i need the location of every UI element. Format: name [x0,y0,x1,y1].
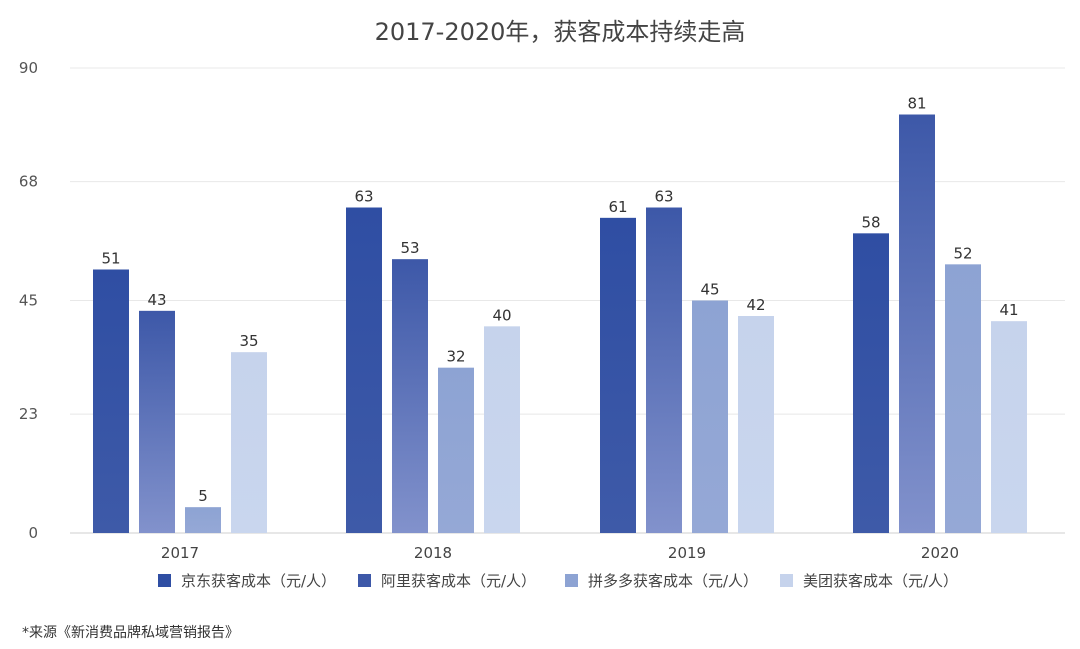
legend-item: 美团获客成本（元/人） [780,572,958,590]
x-tick-label: 2020 [921,544,959,562]
bar [692,300,728,533]
bar [346,207,382,533]
value-labels: 51 43 5 35 63 53 32 40 61 63 45 42 58 81 52 41 [101,95,1018,506]
data-label: 43 [147,291,166,309]
legend-swatch [780,574,793,587]
data-label: 63 [654,188,673,206]
legend-swatch [358,574,371,587]
legend-item: 京东获客成本（元/人） [158,572,336,590]
bars [93,114,1027,534]
x-tick-label: 2017 [161,544,199,562]
data-label: 42 [746,296,765,314]
bar [646,207,682,533]
bar [738,316,774,533]
y-tick-label: 68 [19,173,38,191]
bar [185,507,221,533]
bar [139,310,175,533]
legend: 京东获客成本（元/人） 阿里获客成本（元/人） 拼多多获客成本（元/人） 美团获客成本… [158,572,958,590]
legend-label: 拼多多获客成本（元/人） [588,572,758,590]
bar [945,264,981,533]
source-note: *来源《新消费品牌私域营销报告》 [22,624,239,641]
data-label: 5 [198,487,208,505]
legend-swatch [565,574,578,587]
y-tick-label: 45 [19,292,38,310]
data-label: 52 [953,244,972,262]
x-tick-label: 2019 [668,544,706,562]
legend-label: 阿里获客成本（元/人） [381,572,536,590]
bar [991,321,1027,533]
data-label: 32 [446,348,465,366]
y-tick-label: 90 [19,59,38,77]
data-label: 81 [907,95,926,113]
bar [600,217,636,534]
legend-label: 京东获客成本（元/人） [181,572,336,590]
data-label: 45 [700,281,719,299]
legend-item: 拼多多获客成本（元/人） [565,572,758,590]
bar [392,259,428,533]
x-axis-labels: 2017 2018 2019 2020 [161,544,959,562]
x-tick-label: 2018 [414,544,452,562]
data-label: 41 [999,301,1018,319]
data-label: 58 [861,213,880,231]
bar [93,269,129,533]
y-tick-label: 0 [28,524,38,542]
data-label: 61 [608,198,627,216]
data-label: 40 [492,306,511,324]
legend-swatch [158,574,171,587]
data-label: 63 [354,188,373,206]
bar [484,326,520,533]
bar [231,352,267,533]
chart-title: 2017-2020年，获客成本持续走高 [375,18,746,46]
bar [853,233,889,534]
bar [438,367,474,533]
bar [899,114,935,533]
y-tick-label: 23 [19,405,38,423]
data-label: 53 [400,239,419,257]
legend-item: 阿里获客成本（元/人） [358,572,536,590]
data-label: 51 [101,250,120,268]
legend-label: 美团获客成本（元/人） [803,572,958,590]
data-label: 35 [239,332,258,350]
